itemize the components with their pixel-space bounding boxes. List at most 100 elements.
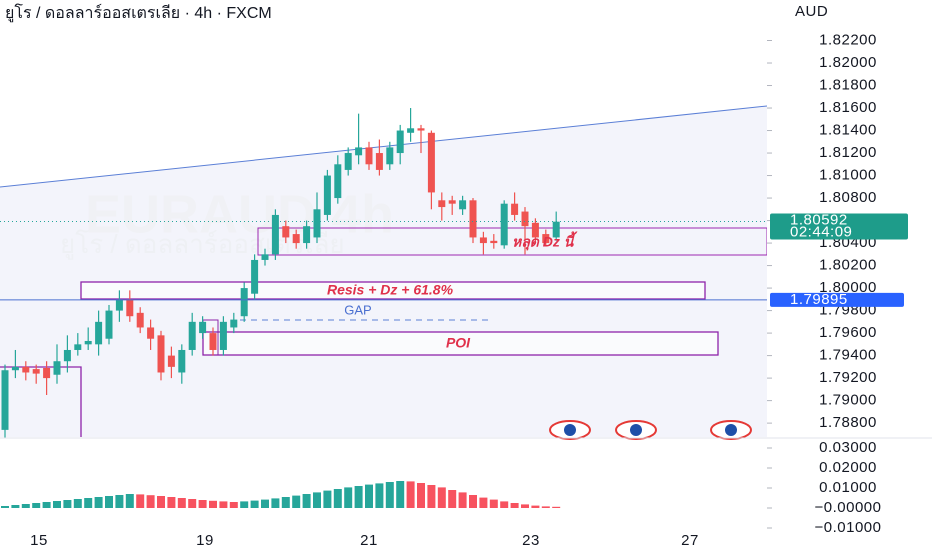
x-tick-label: 19 (196, 532, 214, 549)
annotation: หลุด Dz นี้ (512, 231, 578, 251)
candle-body (448, 200, 456, 204)
candle-body (552, 221, 560, 238)
candle-body (469, 200, 477, 238)
histogram-bar (448, 490, 457, 508)
candle-body (147, 327, 155, 339)
histogram-bar (510, 503, 519, 508)
histogram-bar (354, 486, 363, 508)
x-tick-label: 21 (360, 532, 378, 549)
y-tick-label: 1.78800 (819, 414, 877, 431)
histogram-bar (11, 505, 20, 508)
histogram-bar (240, 501, 249, 508)
y-tick-label: 1.79400 (819, 347, 877, 364)
y-tick-label: 1.81200 (819, 144, 877, 161)
y-tick-label: 1.79200 (819, 369, 877, 386)
candle-body (136, 312, 144, 328)
histogram-bar (396, 481, 405, 508)
y-tick-label: 1.82000 (819, 54, 877, 71)
candle-body (11, 366, 19, 371)
histogram-bar (385, 482, 394, 508)
y-tick-label: 1.81600 (819, 99, 877, 116)
histogram-bar (292, 495, 301, 508)
last-price-label: 1.80592 (790, 211, 848, 228)
histogram-tick-label: 0.03000 (819, 439, 877, 456)
histogram-bar (229, 502, 238, 508)
candle-body (199, 321, 207, 334)
histogram-bar (115, 495, 124, 508)
histogram-bar (63, 500, 72, 508)
histogram-bar (417, 483, 425, 508)
candle-body (407, 128, 415, 133)
histogram-bar (344, 487, 353, 508)
candle-body (375, 153, 383, 170)
candle-body (251, 259, 259, 294)
histogram-bar (136, 494, 145, 508)
histogram-bar (94, 497, 103, 508)
histogram-bar (32, 503, 41, 508)
annotation: POI (446, 335, 471, 351)
histogram-bar (323, 490, 332, 508)
plot (0, 108, 767, 508)
last-price-tag (770, 213, 908, 240)
histogram-bar (73, 499, 82, 508)
countdown-label: 02:44:09 (790, 223, 852, 240)
histogram-bar (261, 499, 269, 508)
histogram-bar (375, 483, 384, 508)
time-axis (0, 528, 767, 550)
candle-body (459, 200, 467, 210)
histogram-tick-label: −0.00000 (815, 499, 882, 516)
candle-body (230, 319, 238, 328)
histogram-bar (209, 500, 217, 508)
histogram-bar (167, 497, 176, 508)
resis-box (80, 281, 706, 300)
histogram-bar (1, 506, 9, 508)
candle-body (95, 321, 103, 345)
histogram-bar (427, 485, 436, 508)
histogram-bar (198, 500, 207, 508)
trend-line (0, 105, 768, 188)
candle-body (303, 226, 311, 244)
candle-body (521, 211, 529, 227)
candle-body (115, 299, 123, 311)
y-tick-label: 1.79600 (819, 324, 877, 341)
x-tick-label: 15 (30, 532, 48, 549)
candle-body (63, 349, 71, 362)
candle-body (178, 349, 186, 373)
candle-body (282, 226, 290, 238)
candle-body (479, 237, 487, 244)
candle-body (219, 321, 227, 350)
histogram-bar (188, 499, 197, 508)
candle-body (292, 234, 300, 244)
histogram-bar (177, 498, 186, 508)
histogram-bar (531, 505, 540, 508)
candle-body (261, 254, 269, 260)
y-tick-label: 1.81800 (819, 76, 877, 93)
candle-body (438, 200, 446, 208)
histogram-tick-label: 0.02000 (819, 459, 877, 476)
candle-body (84, 340, 92, 345)
candle-body (500, 203, 508, 246)
histogram-bar (105, 496, 113, 508)
candle-body (1, 370, 9, 430)
candle-body (490, 240, 498, 244)
alert-price-label: 1.79895 (790, 291, 848, 308)
candle-body (105, 310, 113, 339)
histogram-bar (146, 495, 155, 508)
y-tick-label: 1.80200 (819, 257, 877, 274)
histogram-bar (489, 499, 498, 508)
candle-body (334, 164, 342, 199)
y-tick-label: 1.80800 (819, 189, 877, 206)
candle-body (126, 299, 134, 317)
candle-body (427, 132, 435, 193)
candle-body (344, 153, 352, 170)
histogram-bar (521, 504, 529, 508)
candle-body (53, 361, 61, 375)
candle-body (209, 333, 217, 350)
candle-body (542, 234, 550, 244)
histogram-bar (157, 496, 165, 508)
candle-body (531, 222, 539, 238)
histogram-bar (281, 497, 290, 508)
y-tick-label: 1.79000 (819, 392, 877, 409)
watermark: EURAUD 4h (85, 184, 394, 244)
alert-price-tag (770, 292, 904, 307)
